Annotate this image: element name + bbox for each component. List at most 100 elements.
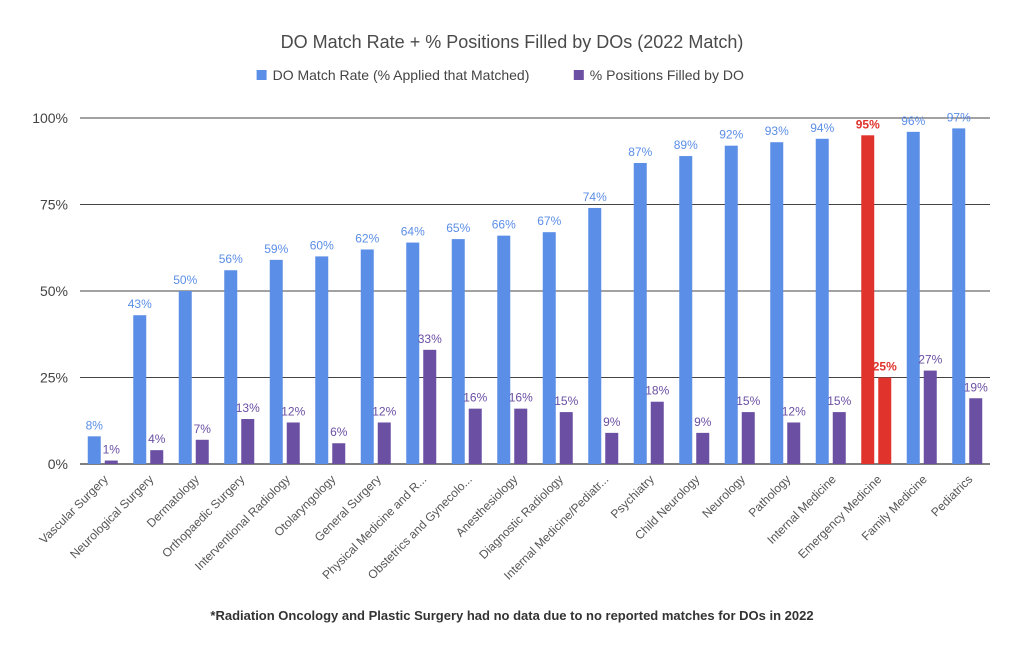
data-label-match-rate: 94%	[810, 121, 834, 135]
bar-match-rate	[633, 162, 647, 465]
bar-positions-filled	[832, 412, 846, 464]
data-label-match-rate: 67%	[537, 214, 561, 228]
data-label-match-rate: 93%	[765, 124, 789, 138]
bar-positions-filled	[605, 432, 619, 464]
bar-positions-filled	[286, 422, 300, 464]
bar-positions-filled	[423, 349, 437, 464]
bar-match-rate	[269, 259, 283, 464]
data-label-positions-filled: 16%	[463, 391, 487, 405]
data-label-match-rate: 87%	[628, 145, 652, 159]
x-tick-label: Neurological Surgery	[67, 472, 156, 561]
bar-match-rate	[133, 315, 147, 464]
data-label-match-rate: 60%	[310, 238, 334, 252]
legend-swatch	[573, 70, 584, 80]
data-label-positions-filled: 1%	[103, 443, 121, 457]
x-tick-label: Emergency Medicine	[795, 472, 884, 561]
data-label-match-rate: 96%	[901, 114, 925, 128]
data-label-positions-filled: 19%	[964, 380, 988, 394]
bar-positions-filled	[878, 377, 892, 464]
bar-match-rate	[451, 239, 465, 464]
data-label-positions-filled: 16%	[509, 391, 533, 405]
bar-positions-filled	[969, 398, 983, 464]
bar-match-rate	[542, 232, 556, 464]
gridlines	[80, 117, 990, 465]
bar-positions-filled	[787, 422, 801, 464]
bar-positions-filled	[104, 460, 118, 464]
data-label-match-rate: 65%	[446, 221, 470, 235]
bar-positions-filled	[150, 450, 164, 464]
data-label-positions-filled: 15%	[827, 394, 851, 408]
data-label-positions-filled: 25%	[873, 360, 897, 374]
data-label-positions-filled: 33%	[418, 332, 442, 346]
bar-match-rate	[224, 270, 238, 464]
bars	[87, 128, 983, 465]
data-label-match-rate: 50%	[173, 273, 197, 287]
x-tick-label: Pediatrics	[928, 472, 975, 519]
bar-positions-filled	[650, 401, 664, 464]
data-label-positions-filled: 27%	[918, 353, 942, 367]
bar-match-rate	[588, 207, 602, 464]
data-label-match-rate: 95%	[856, 117, 880, 131]
data-label-positions-filled: 13%	[236, 401, 260, 415]
data-label-match-rate: 43%	[128, 297, 152, 311]
bar-match-rate	[497, 235, 511, 464]
bar-match-rate	[679, 156, 693, 464]
bar-positions-filled	[559, 412, 573, 464]
data-label-match-rate: 92%	[719, 128, 743, 142]
bar-match-rate	[815, 138, 829, 464]
data-label-match-rate: 64%	[401, 225, 425, 239]
bar-positions-filled	[514, 408, 528, 464]
bar-match-rate	[360, 249, 374, 464]
bar-positions-filled	[241, 419, 255, 464]
data-label-match-rate: 56%	[219, 252, 243, 266]
x-tick-label: Pathology	[746, 472, 794, 520]
bar-positions-filled	[377, 422, 391, 464]
x-tick-label: Diagnostic Radiology	[476, 472, 566, 562]
data-label-match-rate: 59%	[264, 242, 288, 256]
bar-match-rate	[724, 145, 738, 464]
bar-match-rate	[315, 256, 329, 464]
y-tick-label: 25%	[40, 370, 68, 386]
y-axis-ticks: 0% 25% 50% 75% 100%	[32, 110, 68, 472]
legend-swatch	[256, 70, 267, 80]
y-tick-label: 0%	[48, 456, 68, 472]
data-label-positions-filled: 7%	[194, 422, 212, 436]
data-label-positions-filled: 9%	[694, 415, 712, 429]
x-tick-label: Orthopaedic Surgery	[159, 472, 247, 560]
bar-match-rate	[770, 142, 784, 464]
bar-positions-filled	[468, 408, 482, 464]
data-label-match-rate: 74%	[583, 190, 607, 204]
data-labels: 8% 1% 43% 4% 50% 7% 56% 13% 59% 12% 60% 6% 62% 12% 64%…	[86, 110, 989, 456]
data-label-positions-filled: 9%	[603, 415, 621, 429]
y-tick-label: 75%	[40, 197, 68, 213]
bar-match-rate	[861, 135, 875, 465]
bar-match-rate	[952, 128, 966, 464]
footnote: *Radiation Oncology and Plastic Surgery …	[210, 608, 814, 623]
legend-label: DO Match Rate (% Applied that Matched)	[273, 67, 530, 83]
data-label-positions-filled: 12%	[372, 404, 396, 418]
data-label-positions-filled: 18%	[645, 384, 669, 398]
bar-positions-filled	[923, 370, 937, 464]
legend-label: % Positions Filled by DO	[590, 67, 744, 83]
chart-title: DO Match Rate + % Positions Filled by DO…	[281, 32, 744, 52]
y-tick-label: 50%	[40, 283, 68, 299]
bar-positions-filled	[332, 443, 346, 464]
data-label-match-rate: 66%	[492, 218, 516, 232]
data-label-match-rate: 62%	[355, 231, 379, 245]
data-label-positions-filled: 6%	[330, 425, 348, 439]
bar-positions-filled	[741, 412, 755, 464]
data-label-positions-filled: 15%	[736, 394, 760, 408]
x-tick-label: Neurology	[699, 472, 748, 521]
data-label-positions-filled: 15%	[554, 394, 578, 408]
bar-match-rate	[406, 242, 420, 464]
y-tick-label: 100%	[32, 110, 68, 126]
bar-positions-filled	[195, 439, 209, 464]
bar-match-rate	[906, 131, 920, 464]
data-label-match-rate: 8%	[86, 418, 104, 432]
data-label-positions-filled: 12%	[782, 404, 806, 418]
data-label-match-rate: 89%	[674, 138, 698, 152]
data-label-positions-filled: 12%	[281, 404, 305, 418]
legend: DO Match Rate (% Applied that Matched) % …	[256, 67, 744, 83]
